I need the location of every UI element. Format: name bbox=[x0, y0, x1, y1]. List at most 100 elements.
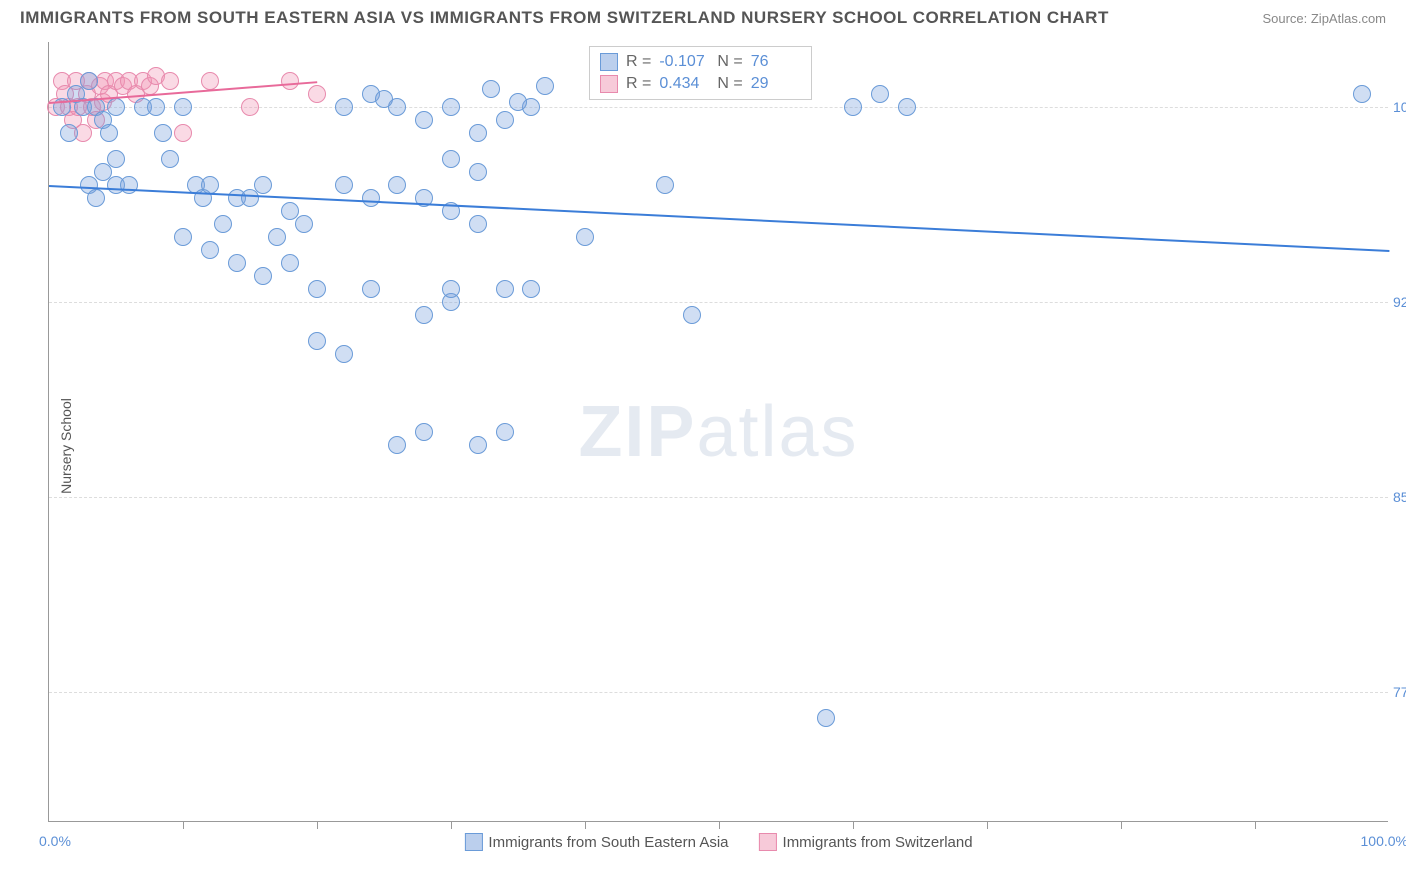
data-point-blue bbox=[107, 98, 125, 116]
r-value-blue: -0.107 bbox=[659, 53, 709, 71]
x-tick bbox=[317, 821, 318, 829]
watermark: ZIPatlas bbox=[578, 391, 858, 473]
swatch-blue-icon bbox=[600, 53, 618, 71]
stats-row-blue: R = -0.107 N = 76 bbox=[600, 51, 801, 73]
legend-label-pink: Immigrants from Switzerland bbox=[783, 834, 973, 851]
data-point-pink bbox=[174, 124, 192, 142]
x-tick bbox=[183, 821, 184, 829]
data-point-blue bbox=[536, 77, 554, 95]
data-point-blue bbox=[469, 436, 487, 454]
y-tick-label: 92.5% bbox=[1393, 294, 1406, 310]
data-point-blue bbox=[60, 124, 78, 142]
legend-item-pink: Immigrants from Switzerland bbox=[759, 833, 973, 851]
data-point-blue bbox=[107, 150, 125, 168]
gridline bbox=[49, 692, 1388, 693]
data-point-blue bbox=[522, 280, 540, 298]
data-point-blue bbox=[100, 124, 118, 142]
data-point-blue bbox=[656, 176, 674, 194]
data-point-blue bbox=[87, 189, 105, 207]
data-point-blue bbox=[442, 280, 460, 298]
gridline bbox=[49, 302, 1388, 303]
data-point-blue bbox=[415, 111, 433, 129]
data-point-blue bbox=[375, 90, 393, 108]
data-point-blue bbox=[388, 436, 406, 454]
data-point-blue bbox=[415, 423, 433, 441]
data-point-blue bbox=[335, 176, 353, 194]
data-point-pink bbox=[161, 72, 179, 90]
data-point-blue bbox=[335, 98, 353, 116]
data-point-blue bbox=[817, 709, 835, 727]
y-tick-label: 100.0% bbox=[1393, 99, 1406, 115]
x-tick bbox=[585, 821, 586, 829]
x-tick bbox=[451, 821, 452, 829]
legend-item-blue: Immigrants from South Eastern Asia bbox=[464, 833, 728, 851]
swatch-blue-icon bbox=[464, 833, 482, 851]
y-tick-label: 77.5% bbox=[1393, 684, 1406, 700]
data-point-pink bbox=[281, 72, 299, 90]
stats-legend-box: R = -0.107 N = 76 R = 0.434 N = 29 bbox=[589, 46, 812, 100]
data-point-blue bbox=[683, 306, 701, 324]
x-tick bbox=[719, 821, 720, 829]
data-point-blue bbox=[295, 215, 313, 233]
n-label: N = bbox=[717, 53, 742, 71]
data-point-blue bbox=[147, 98, 165, 116]
data-point-blue bbox=[201, 241, 219, 259]
data-point-blue bbox=[241, 189, 259, 207]
data-point-blue bbox=[80, 72, 98, 90]
n-label: N = bbox=[717, 75, 742, 93]
data-point-blue bbox=[308, 332, 326, 350]
r-label: R = bbox=[626, 75, 651, 93]
data-point-blue bbox=[844, 98, 862, 116]
data-point-blue bbox=[496, 423, 514, 441]
data-point-blue bbox=[469, 163, 487, 181]
data-point-blue bbox=[254, 176, 272, 194]
legend-label-blue: Immigrants from South Eastern Asia bbox=[488, 834, 728, 851]
swatch-pink-icon bbox=[600, 75, 618, 93]
data-point-pink bbox=[201, 72, 219, 90]
data-point-blue bbox=[174, 228, 192, 246]
data-point-blue bbox=[442, 150, 460, 168]
data-point-blue bbox=[442, 98, 460, 116]
data-point-pink bbox=[308, 85, 326, 103]
x-tick bbox=[1255, 821, 1256, 829]
data-point-blue bbox=[576, 228, 594, 246]
data-point-blue bbox=[268, 228, 286, 246]
data-point-blue bbox=[308, 280, 326, 298]
n-value-pink: 29 bbox=[751, 75, 801, 93]
data-point-blue bbox=[154, 124, 172, 142]
data-point-blue bbox=[161, 150, 179, 168]
swatch-pink-icon bbox=[759, 833, 777, 851]
x-tick bbox=[1121, 821, 1122, 829]
x-max-label: 100.0% bbox=[1361, 833, 1406, 849]
data-point-blue bbox=[228, 254, 246, 272]
r-value-pink: 0.434 bbox=[659, 75, 709, 93]
r-label: R = bbox=[626, 53, 651, 71]
data-point-blue bbox=[388, 176, 406, 194]
x-tick bbox=[987, 821, 988, 829]
data-point-pink bbox=[241, 98, 259, 116]
data-point-blue bbox=[496, 280, 514, 298]
data-point-blue bbox=[509, 93, 527, 111]
y-tick-label: 85.0% bbox=[1393, 489, 1406, 505]
data-point-blue bbox=[496, 111, 514, 129]
data-point-blue bbox=[335, 345, 353, 363]
data-point-blue bbox=[362, 189, 380, 207]
data-point-blue bbox=[898, 98, 916, 116]
data-point-blue bbox=[469, 124, 487, 142]
x-min-label: 0.0% bbox=[39, 833, 71, 849]
data-point-blue bbox=[120, 176, 138, 194]
data-point-blue bbox=[214, 215, 232, 233]
data-point-blue bbox=[1353, 85, 1371, 103]
data-point-blue bbox=[201, 176, 219, 194]
stats-row-pink: R = 0.434 N = 29 bbox=[600, 73, 801, 95]
bottom-legend: Immigrants from South Eastern Asia Immig… bbox=[464, 833, 972, 851]
data-point-blue bbox=[482, 80, 500, 98]
data-point-blue bbox=[281, 254, 299, 272]
data-point-blue bbox=[174, 98, 192, 116]
data-point-blue bbox=[254, 267, 272, 285]
source-label: Source: ZipAtlas.com bbox=[1262, 11, 1386, 26]
data-point-blue bbox=[871, 85, 889, 103]
x-tick bbox=[853, 821, 854, 829]
chart-plot-area: ZIPatlas R = -0.107 N = 76 R = 0.434 N =… bbox=[48, 42, 1388, 822]
data-point-blue bbox=[362, 280, 380, 298]
